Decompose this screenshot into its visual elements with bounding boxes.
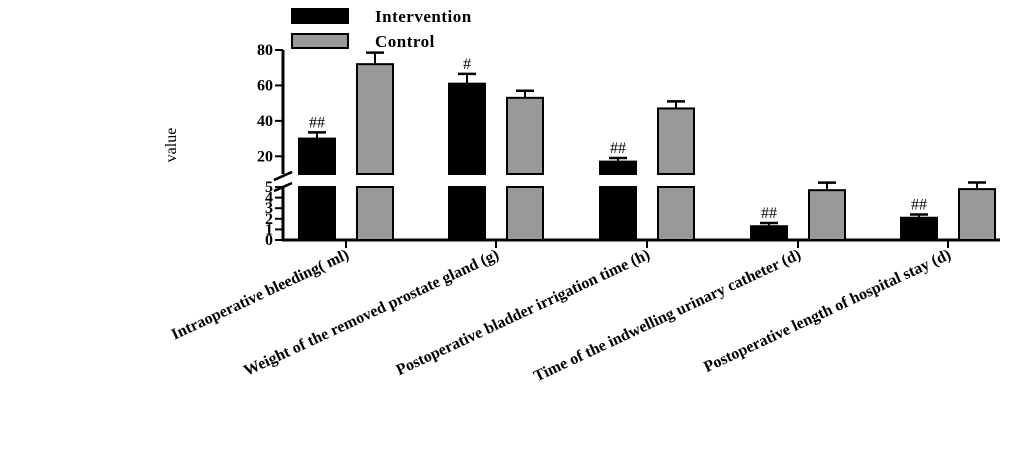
bar-intervention-lower xyxy=(298,186,336,241)
axis-break-gap xyxy=(285,175,1002,186)
legend-label-intervention: Intervention xyxy=(375,7,472,26)
bar-control-lower xyxy=(506,186,544,241)
bar-intervention xyxy=(750,225,788,242)
x-tick-label: Weight of the removed prostate gland (g) xyxy=(241,246,501,379)
x-tick-labels: Intraoperative bleeding( ml)Weight of th… xyxy=(169,246,954,385)
bar-intervention-lower xyxy=(448,186,486,241)
x-tick-label: Postoperative bladder irrigation time (h… xyxy=(394,246,653,379)
legend-swatch-control xyxy=(291,33,349,49)
y-tick-label: 20 xyxy=(257,148,273,165)
significance-mark: # xyxy=(463,56,471,73)
bar-control xyxy=(958,188,996,241)
significance-mark: ## xyxy=(761,205,777,222)
bar-control-lower xyxy=(657,186,695,241)
legend-label-control: Control xyxy=(375,32,435,51)
bar-control-lower xyxy=(356,186,394,241)
bar-intervention xyxy=(448,82,486,175)
axis-break-mark xyxy=(273,170,293,182)
y-axis-label: value xyxy=(163,128,180,163)
x-tick-label: Time of the indwelling urinary catheter … xyxy=(531,246,803,385)
y-tick-label: 0 xyxy=(265,232,273,249)
y-tick-label: 1 xyxy=(265,221,273,238)
x-tick-label: Postoperative length of hospital stay (d… xyxy=(701,246,953,376)
bar-intervention xyxy=(900,216,938,242)
legend-swatch-intervention xyxy=(291,8,349,24)
significance-mark: ## xyxy=(911,197,927,214)
y-tick-label: 40 xyxy=(257,113,273,130)
y-tick-label: 5 xyxy=(265,179,273,196)
bars xyxy=(273,63,1002,242)
bar-intervention-lower xyxy=(599,186,637,241)
bar-control xyxy=(808,189,846,241)
significance-mark: ## xyxy=(309,114,325,131)
legend: Intervention Control xyxy=(291,7,472,51)
bar-control xyxy=(657,107,695,175)
y-tick-label: 60 xyxy=(257,77,273,94)
y-tick-label: 2 xyxy=(265,211,273,228)
bar-intervention xyxy=(298,137,336,175)
bar-control xyxy=(356,63,394,175)
y-tick-label: 3 xyxy=(265,200,273,217)
y-tick-label: 80 xyxy=(257,42,273,59)
error-bars xyxy=(308,51,986,227)
axis-break-mark xyxy=(273,181,293,193)
annotations: ####### ## xyxy=(309,56,927,222)
bar-intervention xyxy=(599,160,637,176)
significance-mark: ## xyxy=(610,140,626,157)
y-tick-label: 4 xyxy=(265,190,273,207)
bar-control xyxy=(506,96,544,175)
